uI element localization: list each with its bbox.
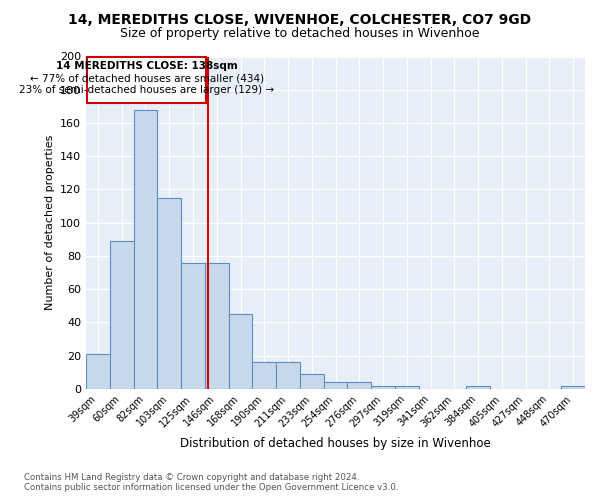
Bar [323, 382, 347, 389]
Text: 23% of semi-detached houses are larger (129) →: 23% of semi-detached houses are larger (… [19, 85, 274, 95]
X-axis label: Distribution of detached houses by size in Wivenhoe: Distribution of detached houses by size … [180, 437, 491, 450]
Y-axis label: Number of detached properties: Number of detached properties [44, 135, 55, 310]
Bar [157, 198, 181, 389]
Bar [205, 262, 229, 389]
Bar [110, 241, 134, 389]
Bar [181, 262, 205, 389]
Bar [276, 362, 300, 389]
Bar [253, 362, 276, 389]
Bar [134, 110, 157, 389]
Bar [300, 374, 323, 389]
Bar [395, 386, 419, 389]
Bar [229, 314, 253, 389]
Text: 14 MEREDITHS CLOSE: 138sqm: 14 MEREDITHS CLOSE: 138sqm [56, 62, 238, 72]
Text: 14, MEREDITHS CLOSE, WIVENHOE, COLCHESTER, CO7 9GD: 14, MEREDITHS CLOSE, WIVENHOE, COLCHESTE… [68, 12, 532, 26]
Text: Contains HM Land Registry data © Crown copyright and database right 2024.
Contai: Contains HM Land Registry data © Crown c… [24, 473, 398, 492]
Text: Size of property relative to detached houses in Wivenhoe: Size of property relative to detached ho… [120, 28, 480, 40]
Bar [371, 386, 395, 389]
Bar [347, 382, 371, 389]
Bar [86, 354, 110, 389]
FancyBboxPatch shape [87, 56, 206, 103]
Text: ← 77% of detached houses are smaller (434): ← 77% of detached houses are smaller (43… [29, 73, 264, 83]
Bar [561, 386, 585, 389]
Bar [466, 386, 490, 389]
